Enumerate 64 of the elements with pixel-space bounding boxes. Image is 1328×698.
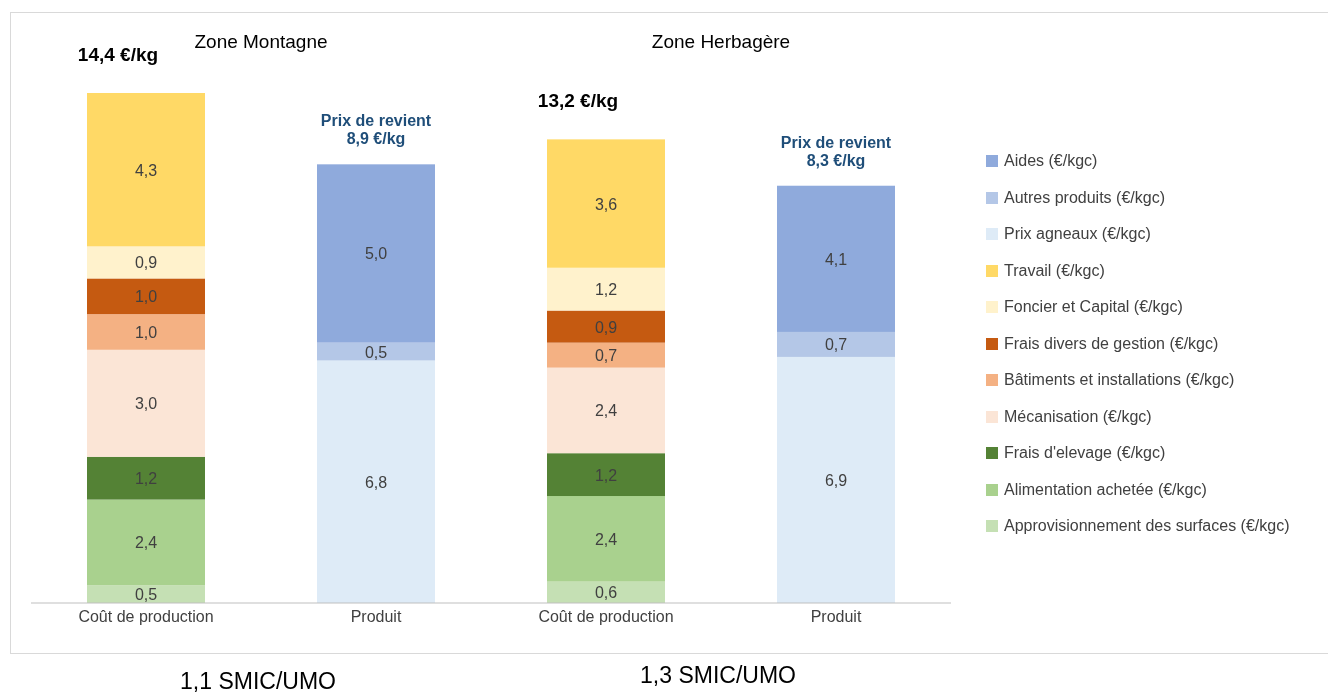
legend-label: Frais divers de gestion (€/kgc) (1004, 334, 1219, 353)
total-label: Prix de revient 8,9 €/kg (320, 112, 432, 148)
legend-label: Foncier et Capital (€/kgc) (1004, 298, 1183, 317)
legend-label: Mécanisation (€/kgc) (1004, 407, 1152, 426)
bar (547, 139, 665, 268)
x-tick-label: Coût de production (78, 608, 214, 626)
legend-label: Bâtiments et installations (€/kgc) (1004, 371, 1235, 390)
legend-label: Autres produits (€/kgc) (1004, 188, 1165, 207)
data-label: 0,5 (364, 343, 388, 361)
legend-label: Alimentation achetée (€/kgc) (1004, 480, 1207, 499)
data-label: 4,1 (824, 250, 848, 268)
legend-label: Approvisionnement des surfaces (€/kgc) (1004, 517, 1290, 536)
data-label: 3,6 (594, 195, 618, 213)
text: 1,3 SMIC/UMO (639, 662, 797, 689)
legend-label: Prix agneaux (€/kgc) (1004, 225, 1151, 244)
bar (777, 185, 895, 332)
legend-label: Travail (€/kgc) (1004, 261, 1105, 280)
text: Zone Montagne (194, 31, 328, 52)
data-label: 0,6 (594, 584, 618, 602)
data-label: 0,5 (134, 586, 158, 604)
x-tick-label: Produit (350, 608, 402, 626)
data-label: 0,9 (594, 318, 618, 336)
data-label: 3,0 (134, 395, 158, 413)
text: Zone Herbagère (650, 31, 792, 53)
bar (87, 278, 205, 315)
total-label: 14,4 €/kg (77, 44, 159, 65)
bar (547, 310, 665, 343)
bar (547, 367, 665, 454)
bar (87, 246, 205, 279)
data-label: 6,8 (364, 473, 388, 491)
bar (87, 499, 205, 586)
legend-label: Frais d'elevage (€/kgc) (1004, 444, 1166, 463)
bar (87, 93, 205, 247)
bar (547, 453, 665, 497)
data-label: 1,0 (134, 323, 158, 341)
bar (317, 360, 435, 603)
bar (87, 314, 205, 350)
bar (547, 267, 665, 311)
bar (87, 456, 205, 500)
data-label: 2,4 (594, 402, 618, 420)
text: 1,1 SMIC/UMO (179, 668, 337, 695)
bar (547, 496, 665, 582)
bar (87, 349, 205, 457)
bar (777, 356, 895, 603)
bar (317, 164, 435, 343)
data-label: 0,7 (594, 347, 618, 365)
data-label: 1,2 (134, 470, 158, 488)
data-label: 2,4 (134, 534, 158, 552)
total-label: 13,2 €/kg (537, 90, 619, 112)
data-label: 1,2 (594, 281, 618, 299)
data-label: 1,2 (594, 466, 618, 484)
data-label: 4,3 (134, 161, 158, 179)
data-label: 6,9 (824, 471, 848, 489)
x-tick-label: Produit (810, 608, 862, 626)
data-label: 0,9 (134, 254, 158, 272)
bar (777, 331, 895, 357)
total-label: Prix de revient 8,3 €/kg (780, 133, 892, 169)
data-label: 1,0 (134, 288, 158, 306)
bar (547, 342, 665, 368)
x-tick-label: Coût de production (538, 608, 674, 626)
data-label: 0,7 (824, 336, 848, 354)
legend-label: Aides (€/kgc) (1004, 152, 1098, 171)
data-label: 5,0 (364, 245, 388, 263)
data-label: 2,4 (594, 530, 618, 548)
